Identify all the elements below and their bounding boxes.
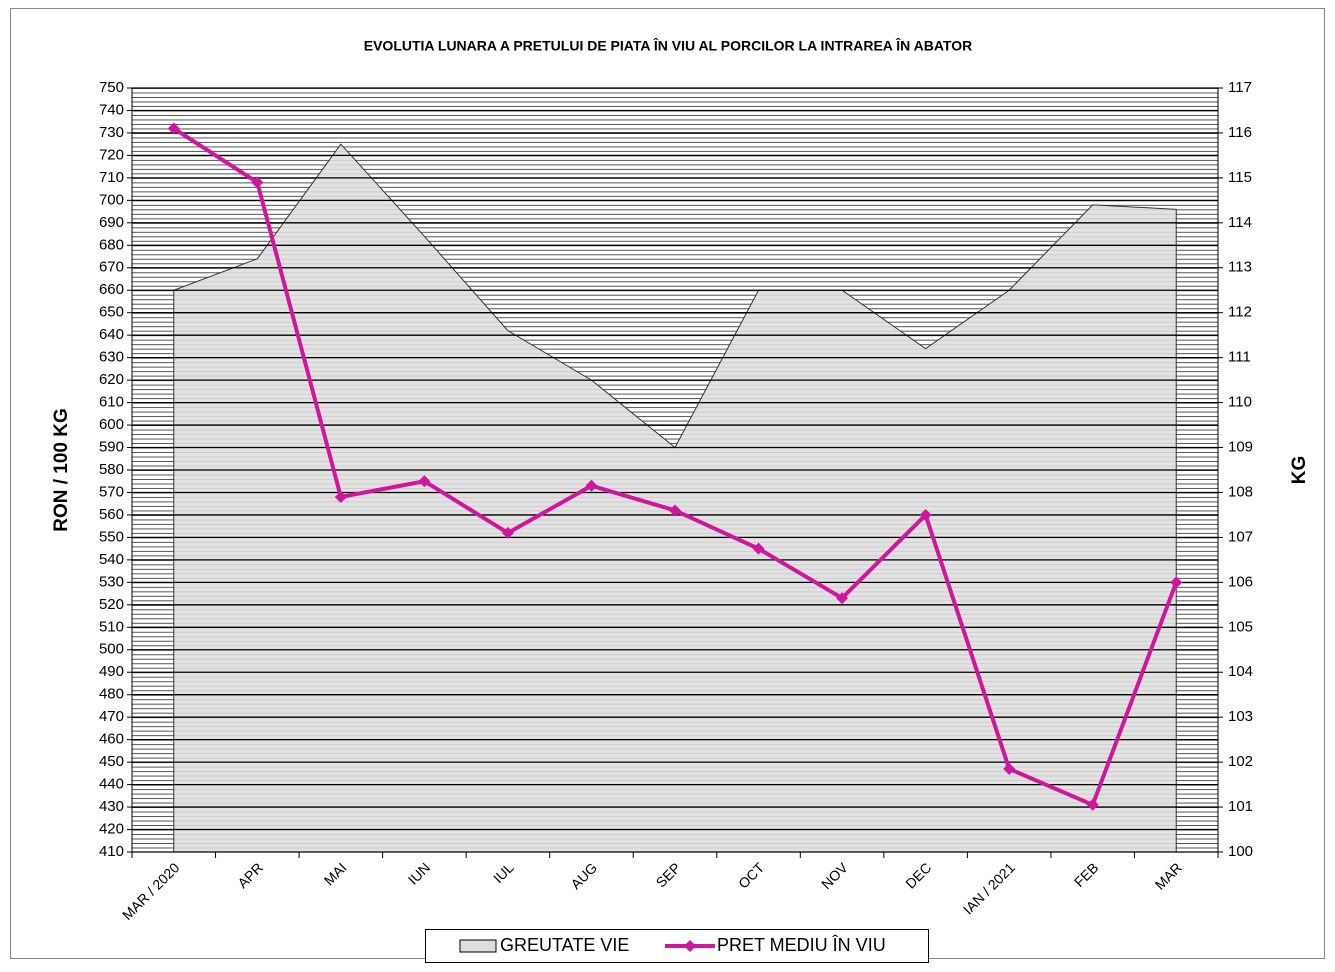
y-tick-label: 440 xyxy=(99,776,124,793)
y-tick-label: 570 xyxy=(99,483,124,500)
marker xyxy=(669,504,681,517)
y2-tick-label: 116 xyxy=(1228,124,1252,141)
area xyxy=(173,143,1177,853)
y-tick-label: 710 xyxy=(99,169,124,186)
legend-marker xyxy=(684,940,696,952)
y2-tick-label: 113 xyxy=(1228,259,1252,276)
y2-tick-label: 105 xyxy=(1228,618,1253,635)
y-tick-label: 610 xyxy=(99,394,124,411)
y2-axis-label: KG xyxy=(1289,456,1310,485)
y2-tick-label: 117 xyxy=(1228,79,1252,96)
marker xyxy=(1170,576,1183,589)
y-tick-label: 670 xyxy=(99,259,124,276)
y2-tick-label: 112 xyxy=(1228,304,1252,321)
y2-tick-label: 104 xyxy=(1228,663,1253,680)
y-tick-label: 660 xyxy=(99,281,124,298)
y-tick-label: 460 xyxy=(99,731,124,748)
y-tick-label: 500 xyxy=(99,641,124,658)
marker xyxy=(919,508,932,521)
y-tick-label: 740 xyxy=(99,101,124,118)
y-tick-label: 510 xyxy=(99,618,124,635)
y-tick-label: 470 xyxy=(99,708,124,725)
y2-tick-label: 114 xyxy=(1228,214,1252,231)
marker xyxy=(752,542,765,555)
y-tick-label: 620 xyxy=(99,371,124,388)
y2-tick-label: 107 xyxy=(1228,528,1253,545)
y2-tick-label: 102 xyxy=(1228,753,1253,770)
y-tick-label: 590 xyxy=(99,438,124,455)
y-tick-label: 730 xyxy=(99,124,124,141)
y-tick-label: 420 xyxy=(99,820,124,837)
y-tick-label: 560 xyxy=(99,506,124,523)
y-tick-label: 520 xyxy=(99,596,124,613)
y2-tick-label: 106 xyxy=(1228,573,1253,590)
y-tick-label: 540 xyxy=(99,551,124,568)
y-tick-label: 410 xyxy=(99,843,124,860)
y2-tick-label: 103 xyxy=(1228,708,1253,725)
y-tick-label: 720 xyxy=(99,146,124,163)
marker xyxy=(1086,798,1099,811)
marker xyxy=(418,475,431,488)
y-tick-label: 480 xyxy=(99,686,124,703)
y-tick-label: 530 xyxy=(99,573,124,590)
y-tick-label: 650 xyxy=(99,304,124,321)
legend-label: PRET MEDIU ÎN VIU xyxy=(717,935,886,955)
y-tick-label: 600 xyxy=(99,416,124,433)
y2-tick-label: 101 xyxy=(1228,798,1253,815)
y-tick-label: 450 xyxy=(99,753,124,770)
y-tick-label: 430 xyxy=(99,798,124,815)
marker xyxy=(1003,762,1016,775)
y2-tick-label: 115 xyxy=(1228,169,1252,186)
marker xyxy=(167,122,180,135)
chart-title: EVOLUTIA LUNARA A PRETULUI DE PIATA ÎN V… xyxy=(364,37,972,54)
y2-tick-label: 110 xyxy=(1228,394,1252,411)
y-tick-label: 580 xyxy=(99,461,124,478)
marker xyxy=(501,526,514,539)
legend-swatch xyxy=(459,939,497,953)
y-tick-label: 690 xyxy=(99,214,124,231)
y-tick-label: 700 xyxy=(99,191,124,208)
legend-label: GREUTATE VIE xyxy=(500,935,629,955)
y-tick-label: 630 xyxy=(99,349,124,366)
marker xyxy=(251,176,264,189)
y2-tick-label: 111 xyxy=(1228,349,1251,366)
y2-tick-label: 108 xyxy=(1228,483,1253,500)
y-tick-label: 640 xyxy=(99,326,124,343)
marker xyxy=(585,479,598,492)
y-tick-label: 750 xyxy=(99,79,124,96)
y2-tick-label: 100 xyxy=(1228,843,1253,860)
marker xyxy=(836,592,849,605)
y2-tick-label: 109 xyxy=(1228,438,1253,455)
y-tick-label: 490 xyxy=(99,663,124,680)
y-tick-label: 680 xyxy=(99,236,124,253)
marker xyxy=(334,490,347,503)
y-tick-label: 550 xyxy=(99,528,124,545)
y-axis-label: RON / 100 KG xyxy=(51,408,72,532)
